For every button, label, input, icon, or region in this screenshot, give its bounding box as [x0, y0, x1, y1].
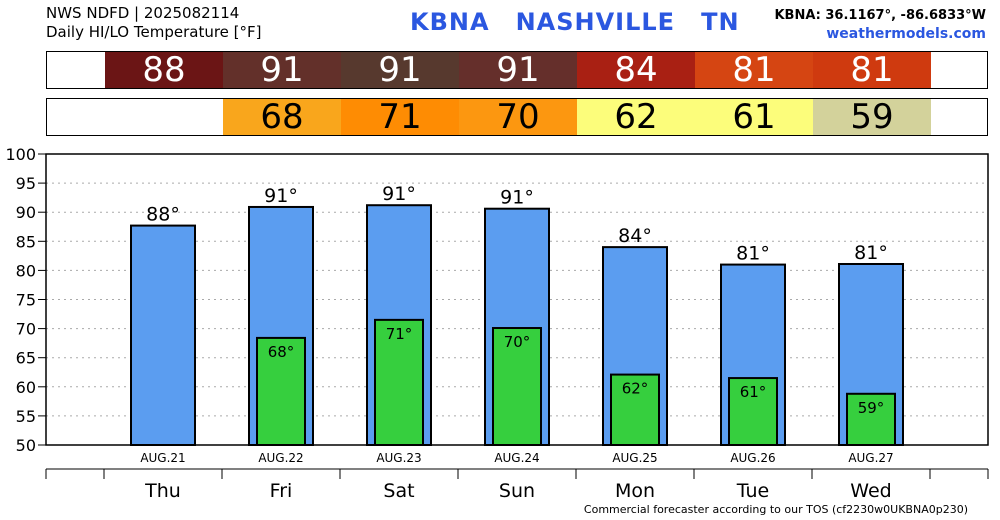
coordinates: KBNA: 36.1167°, -86.6833°W	[774, 8, 986, 23]
high-temp-cell: 91	[341, 52, 459, 88]
date-label: AUG.22	[258, 451, 303, 465]
low-temp-bar	[610, 373, 660, 446]
city-name: NASHVILLE	[515, 8, 676, 36]
day-label: Mon	[615, 480, 655, 502]
date-label: AUG.23	[376, 451, 421, 465]
day-label: Thu	[144, 480, 181, 502]
high-temp-cell: 88	[105, 52, 223, 88]
model-run-label: NWS NDFD | 2025082114	[46, 4, 240, 22]
day-label: Tue	[736, 480, 769, 502]
low-temp-label: 68°	[268, 343, 295, 361]
high-temp-cell: 91	[459, 52, 577, 88]
low-temp-label: 62°	[622, 380, 649, 398]
temperature-bar-chart: 50 55 60 65 70 75 80 85 90 95 100 88° 91° 91° 91° 84° 81…	[5, 145, 989, 502]
high-temp-cell: 81	[813, 52, 931, 88]
low-temp-bar	[492, 327, 542, 447]
high-temp-label: 88°	[146, 204, 180, 226]
y-tick-label: 85	[16, 232, 36, 251]
low-temp-cell: 61	[695, 99, 813, 135]
low-temp-cell: 68	[223, 99, 341, 135]
low-temp-label: 71°	[386, 325, 413, 343]
day-label: Fri	[270, 480, 293, 502]
low-temp-bar	[256, 336, 306, 446]
y-tick-label: 50	[16, 436, 36, 455]
y-tick-label: 55	[16, 407, 36, 426]
high-temp-label: 81°	[736, 243, 770, 265]
low-temp-cell: 70	[459, 99, 577, 135]
product-title: Daily HI/LO Temperature [°F]	[46, 23, 262, 41]
y-tick-label: 95	[16, 174, 36, 193]
date-label: AUG.27	[848, 451, 893, 465]
low-temp-cell	[105, 99, 223, 135]
y-tick-label: 80	[16, 261, 36, 280]
high-temp-label: 91°	[382, 183, 416, 205]
date-label: AUG.21	[140, 451, 185, 465]
low-temp-label: 61°	[740, 383, 767, 401]
high-temp-strip: 88 91 91 91 84 81 81	[46, 51, 988, 89]
high-temp-label: 81°	[854, 242, 888, 264]
high-temp-label: 91°	[264, 185, 298, 207]
low-temp-bar	[846, 392, 896, 446]
day-label: Wed	[850, 480, 891, 502]
state-code: TN	[701, 8, 740, 36]
low-temp-label: 59°	[858, 399, 885, 417]
low-temp-strip: 68 71 70 62 61 59	[46, 98, 988, 136]
high-temp-label: 84°	[618, 225, 652, 247]
low-temp-cell: 59	[813, 99, 931, 135]
low-temp-label: 70°	[504, 333, 531, 351]
y-tick-label: 100	[5, 145, 36, 164]
header-meta: KBNA: 36.1167°, -86.6833°W weathermodels…	[774, 6, 986, 44]
header-info: NWS NDFD | 2025082114 Daily HI/LO Temper…	[46, 4, 262, 42]
date-label: AUG.26	[730, 451, 775, 465]
site-link[interactable]: weathermodels.com	[826, 26, 986, 42]
y-tick-label: 60	[16, 378, 36, 397]
low-temp-bar	[728, 377, 778, 447]
station-id: KBNA	[410, 8, 490, 36]
high-temp-cell: 81	[695, 52, 813, 88]
high-temp-bar	[130, 224, 196, 446]
y-tick-label: 75	[16, 291, 36, 310]
high-temp-cell: 91	[223, 52, 341, 88]
date-label: AUG.25	[612, 451, 657, 465]
location-title: KBNA NASHVILLE TN	[410, 8, 766, 36]
low-temp-bar	[374, 318, 424, 446]
y-tick-label: 65	[16, 349, 36, 368]
low-temp-cell: 71	[341, 99, 459, 135]
y-tick-label: 90	[16, 203, 36, 222]
high-temp-label: 91°	[500, 187, 534, 209]
high-temp-cell: 84	[577, 52, 695, 88]
y-tick-label: 70	[16, 320, 36, 339]
day-label: Sun	[499, 480, 535, 502]
day-label: Sat	[383, 480, 414, 502]
footer-note: Commercial forecaster according to our T…	[583, 503, 968, 516]
low-temp-cell: 62	[577, 99, 695, 135]
date-label: AUG.24	[494, 451, 539, 465]
